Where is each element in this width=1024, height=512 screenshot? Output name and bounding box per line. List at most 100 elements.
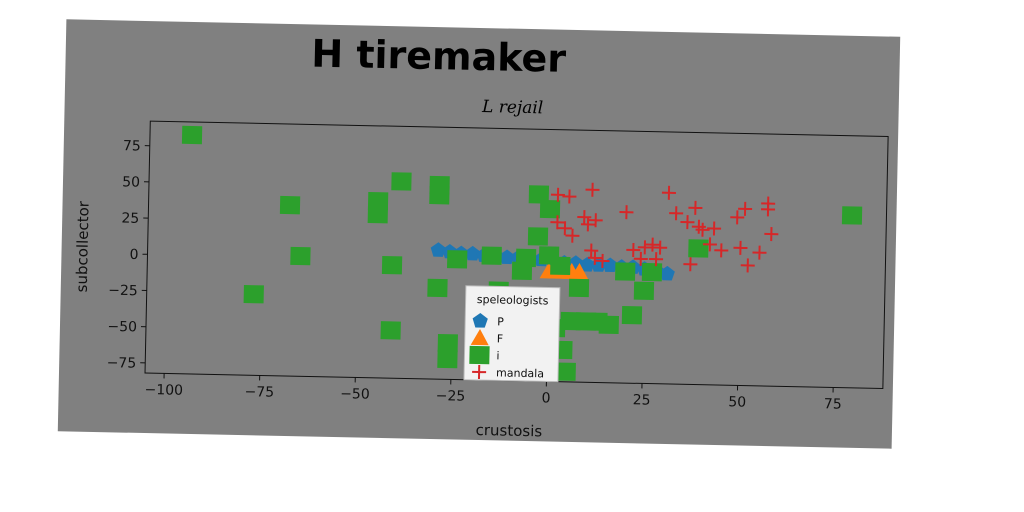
data-point bbox=[695, 222, 710, 237]
data-point bbox=[279, 195, 301, 215]
data-point bbox=[527, 227, 549, 246]
data-point bbox=[181, 125, 203, 145]
y-tick-label: 50 bbox=[122, 174, 140, 190]
data-point bbox=[550, 215, 565, 230]
y-tick-label: −75 bbox=[107, 355, 137, 372]
data-point bbox=[637, 240, 652, 255]
data-point bbox=[738, 201, 753, 216]
data-point bbox=[598, 315, 619, 335]
data-point bbox=[641, 262, 663, 282]
data-point bbox=[659, 265, 675, 281]
data-point bbox=[645, 237, 660, 252]
data-point bbox=[550, 187, 566, 202]
x-tick-label: 0 bbox=[541, 390, 550, 406]
x-tick-label: 25 bbox=[633, 392, 651, 408]
data-point bbox=[587, 250, 602, 265]
x-tick-label: −25 bbox=[436, 388, 466, 405]
data-point bbox=[539, 199, 561, 219]
data-point bbox=[528, 185, 550, 204]
legend-label-mandala: mandala bbox=[496, 366, 544, 380]
data-point bbox=[391, 172, 412, 191]
y-axis: −75 −50 −25 0 25 50 75 bbox=[107, 138, 150, 372]
data-point bbox=[584, 243, 599, 258]
x-axis: −100 −75 −50 −25 0 25 50 75 bbox=[144, 373, 842, 413]
chart-title: H tiremaker bbox=[311, 31, 567, 80]
data-point bbox=[761, 202, 776, 217]
legend-marker-F bbox=[470, 329, 489, 346]
x-tick-label: −75 bbox=[244, 384, 274, 401]
data-point bbox=[427, 278, 448, 298]
data-point bbox=[733, 240, 748, 255]
data-point bbox=[707, 221, 722, 236]
chart-subtitle: L rejail bbox=[481, 97, 544, 118]
data-point bbox=[669, 206, 684, 221]
legend-marker-i bbox=[469, 345, 490, 365]
y-tick-label: 25 bbox=[121, 211, 139, 227]
data-point bbox=[515, 248, 537, 268]
legend-marker-mandala bbox=[472, 365, 487, 380]
data-point bbox=[661, 185, 676, 200]
y-axis-label: subcollector bbox=[73, 200, 93, 292]
data-point bbox=[588, 213, 603, 228]
data-point bbox=[290, 246, 311, 266]
data-point bbox=[499, 249, 515, 265]
data-point bbox=[447, 250, 468, 269]
data-point bbox=[380, 321, 401, 340]
data-point bbox=[653, 240, 668, 255]
data-point bbox=[429, 186, 450, 205]
data-point bbox=[649, 252, 664, 267]
data-point bbox=[243, 284, 264, 304]
data-point bbox=[621, 305, 643, 325]
data-point bbox=[568, 278, 590, 298]
data-point bbox=[619, 205, 634, 220]
data-point bbox=[740, 258, 755, 273]
data-point bbox=[579, 256, 595, 272]
data-point bbox=[730, 210, 745, 225]
data-point bbox=[633, 251, 648, 266]
data-point bbox=[481, 246, 502, 265]
data-point bbox=[626, 242, 641, 258]
y-tick-label: −50 bbox=[107, 319, 137, 336]
data-point bbox=[683, 257, 698, 272]
data-point bbox=[580, 217, 595, 232]
y-tick-label: 0 bbox=[129, 247, 138, 263]
legend-label-P: P bbox=[497, 315, 504, 328]
data-point bbox=[465, 245, 481, 261]
data-point bbox=[437, 333, 458, 353]
data-point bbox=[570, 263, 589, 280]
data-point bbox=[702, 237, 717, 252]
data-point bbox=[367, 205, 389, 224]
data-point bbox=[680, 215, 695, 230]
legend-marker-P bbox=[472, 313, 488, 328]
data-point bbox=[437, 349, 458, 369]
x-tick-label: 75 bbox=[824, 396, 842, 412]
data-point bbox=[555, 362, 576, 381]
data-point bbox=[688, 200, 703, 215]
data-point bbox=[688, 239, 709, 258]
y-tick-label: −25 bbox=[108, 283, 138, 300]
data-point bbox=[764, 227, 779, 242]
data-point bbox=[550, 256, 571, 276]
legend-label-F: F bbox=[497, 332, 504, 345]
chart-svg: H tiremaker L rejail −100 −75 −50 −25 0 25 50 7… bbox=[73, 31, 889, 440]
data-point bbox=[633, 281, 655, 300]
x-tick-label: −50 bbox=[340, 386, 370, 403]
chart-figure: H tiremaker L rejail −100 −75 −50 −25 0 25 50 7… bbox=[57, 19, 901, 449]
data-point bbox=[562, 189, 577, 204]
data-point bbox=[560, 311, 581, 331]
x-tick-label: 50 bbox=[728, 394, 746, 410]
data-point bbox=[615, 262, 636, 281]
data-point bbox=[595, 253, 610, 268]
y-tick-label: 75 bbox=[123, 138, 141, 154]
x-tick-label: −100 bbox=[144, 382, 183, 399]
legend-label-i: i bbox=[496, 349, 499, 362]
data-point bbox=[752, 245, 767, 260]
legend-title: speleologists bbox=[477, 293, 549, 308]
data-point bbox=[714, 243, 729, 258]
data-point bbox=[557, 221, 572, 236]
data-point bbox=[841, 206, 863, 225]
data-point bbox=[430, 242, 446, 257]
data-point bbox=[565, 228, 580, 243]
data-point bbox=[381, 256, 403, 275]
data-point bbox=[585, 182, 600, 197]
